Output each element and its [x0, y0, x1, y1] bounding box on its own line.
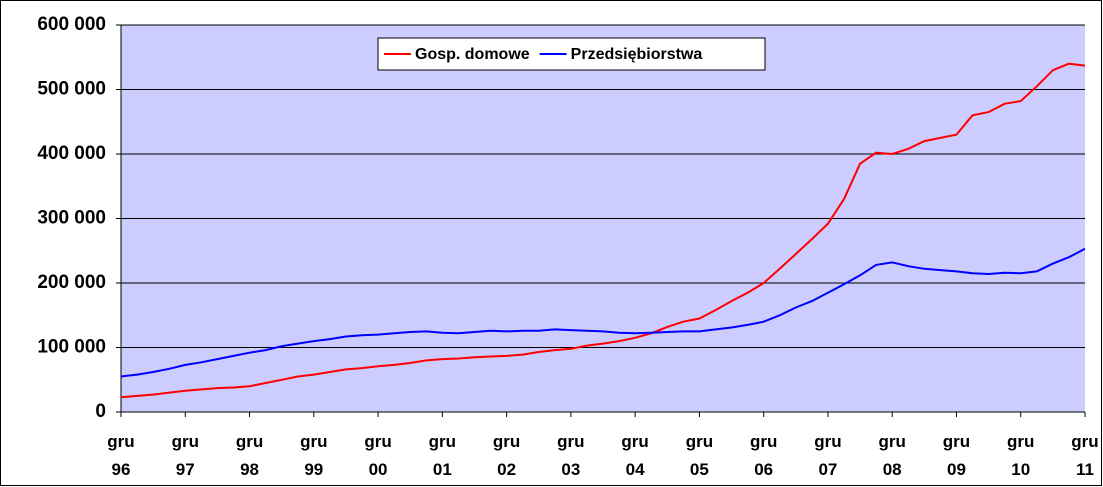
- y-tick-label: 0: [95, 401, 106, 422]
- x-tick-label: gru 99: [300, 432, 328, 479]
- y-tick-label: 600 000: [37, 14, 106, 35]
- x-tick-label: gru 08: [878, 432, 906, 479]
- y-tick-label: 400 000: [37, 143, 106, 164]
- series-line: [120, 62, 1086, 399]
- x-tick-label: gru 97: [171, 432, 199, 479]
- y-tick-label: 200 000: [37, 272, 106, 293]
- legend-label: Przedsiębiorstwa: [571, 46, 703, 63]
- x-tick-label: gru 04: [621, 432, 649, 479]
- y-tick-label: 300 000: [37, 208, 106, 229]
- legend: Gosp. domowe Przedsiębiorstwa: [377, 37, 766, 71]
- x-tick-label: gru 98: [235, 432, 264, 479]
- x-tick-label: gru 96: [107, 432, 135, 479]
- legend-box: [377, 37, 766, 71]
- x-tick-label: gru 11: [1071, 432, 1099, 479]
- x-tick-label: gru 05: [685, 432, 714, 479]
- x-tick-label: gru 02: [492, 432, 521, 479]
- x-tick-label: gru 00: [364, 432, 392, 479]
- series-line: [120, 247, 1086, 378]
- x-tick-label: gru 07: [814, 432, 842, 479]
- x-tick-label: gru 09: [942, 432, 971, 479]
- y-tick-label: 100 000: [37, 337, 106, 358]
- y-tick-label: 500 000: [37, 79, 106, 100]
- legend-label: Gosp. domowe: [415, 46, 530, 63]
- x-tick-label: gru 03: [557, 432, 585, 479]
- x-tick-label: gru 01: [428, 432, 457, 479]
- x-tick-label: gru 10: [1007, 432, 1035, 479]
- x-tick-label: gru 06: [749, 432, 778, 479]
